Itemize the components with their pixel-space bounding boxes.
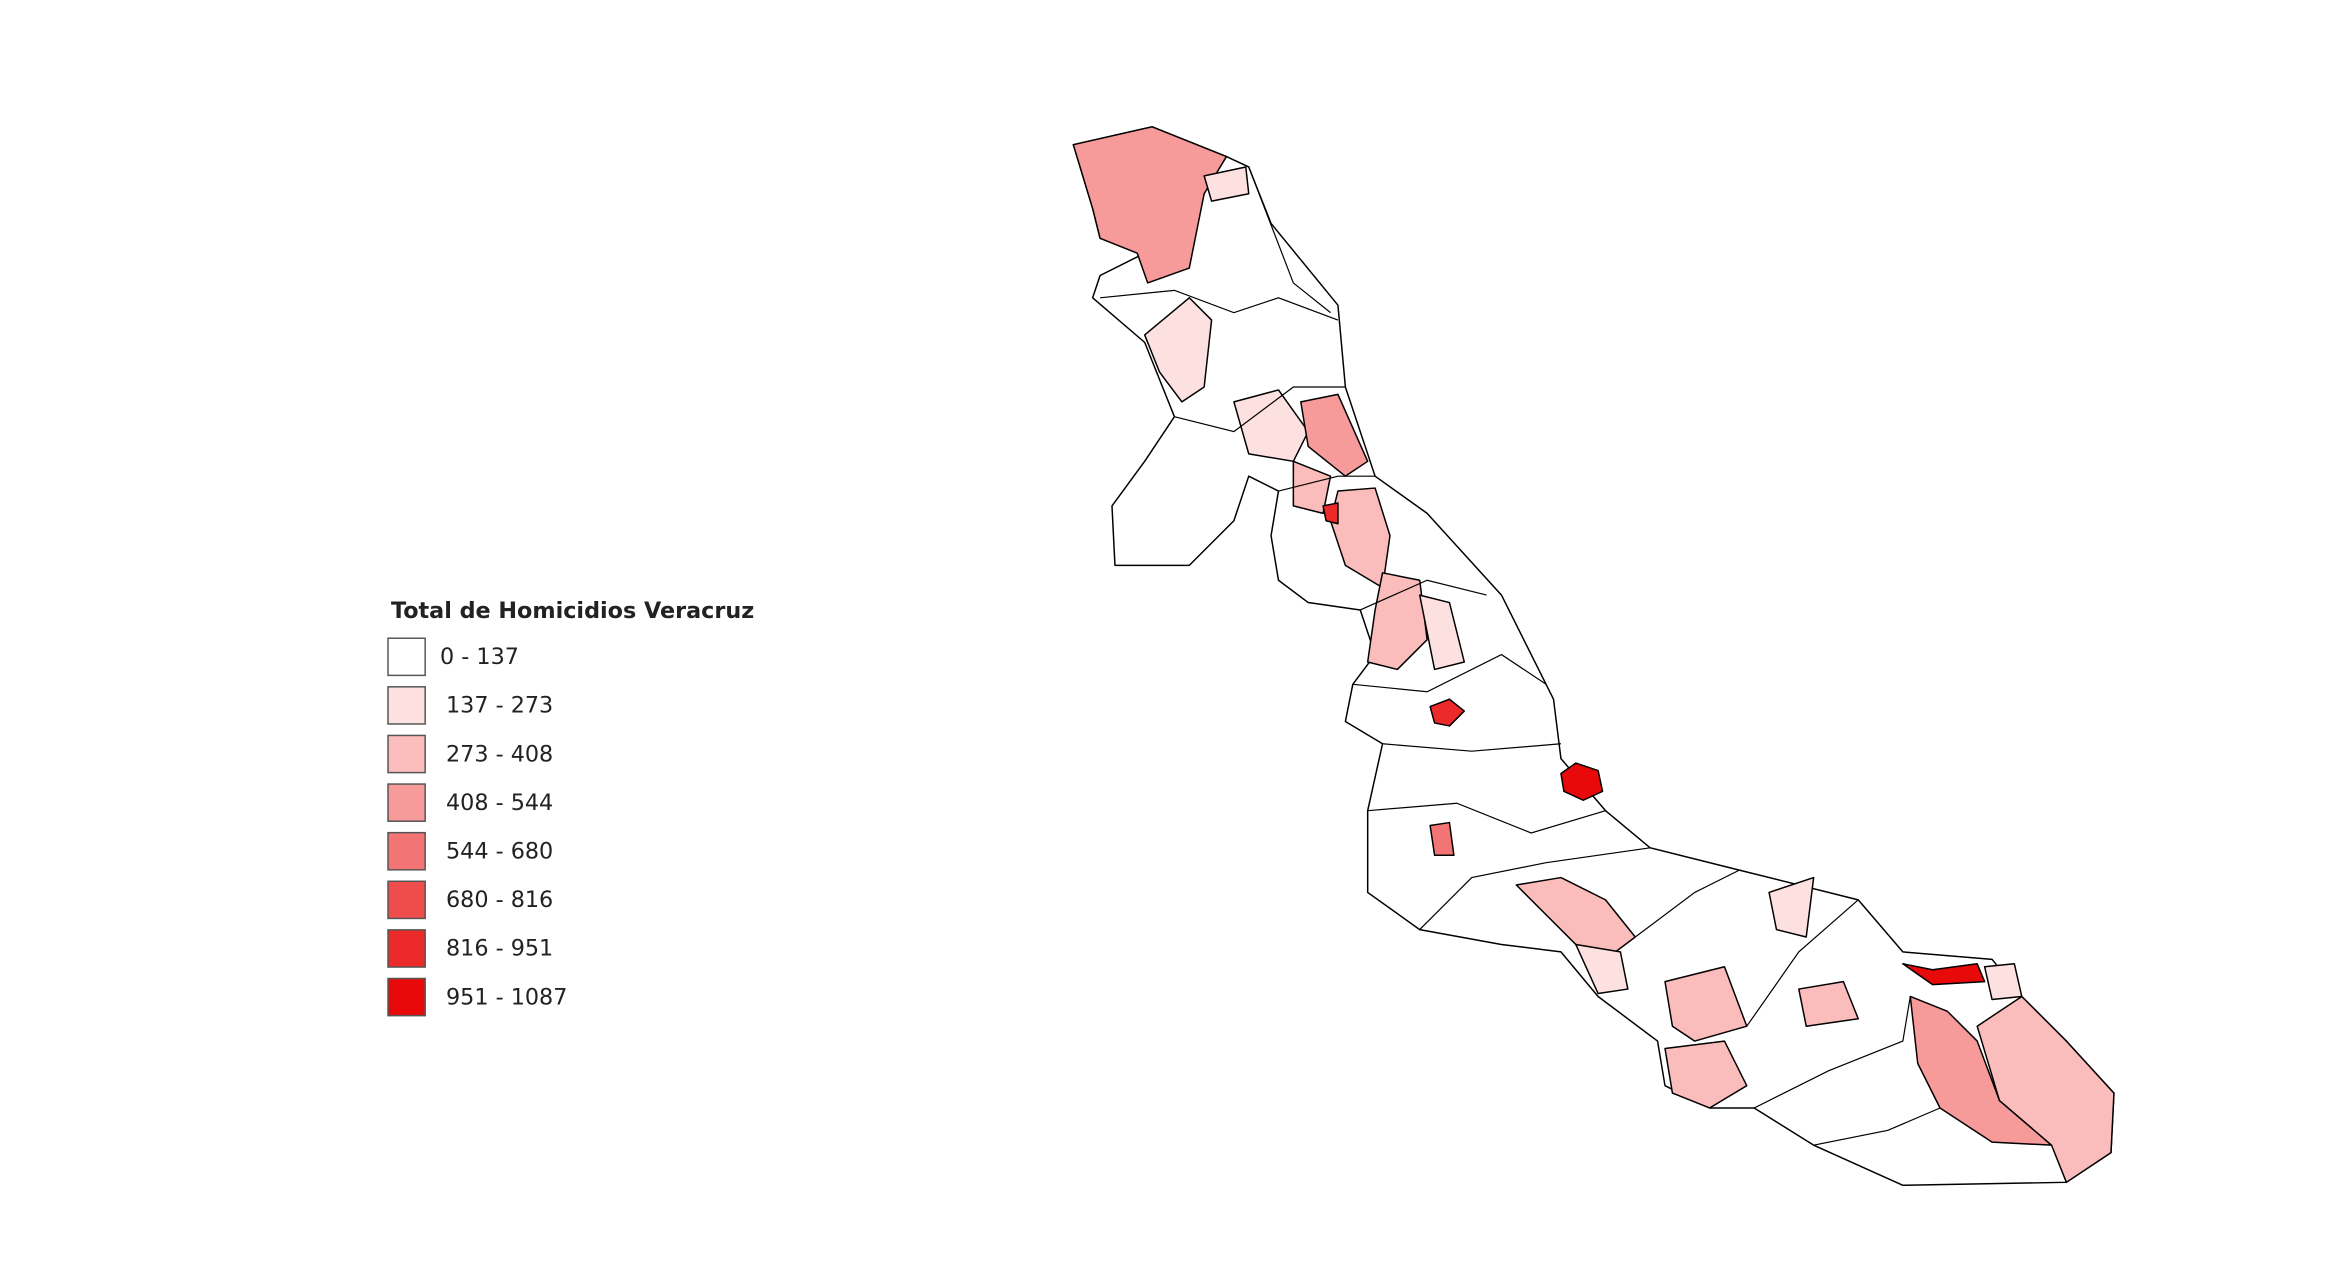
legend-swatch xyxy=(387,637,426,677)
legend-label: 0 - 137 xyxy=(440,644,519,670)
municipality xyxy=(1143,297,1213,403)
municipality xyxy=(1300,393,1369,477)
boundary xyxy=(1634,869,1740,938)
legend-title: Total de Homicidios Veracruz xyxy=(391,598,754,624)
legend-label: 680 - 816 xyxy=(446,887,553,913)
boundary xyxy=(1100,289,1339,321)
boundary xyxy=(1174,386,1346,433)
legend-label: 951 - 1087 xyxy=(446,984,567,1010)
municipality xyxy=(1983,963,2023,1001)
legend-label: 408 - 544 xyxy=(446,790,553,816)
state-outline xyxy=(1072,126,2115,1187)
boundary xyxy=(1278,475,1376,492)
boundary xyxy=(1248,166,1331,314)
boundary xyxy=(1813,1107,1941,1146)
legend-label: 137 - 273 xyxy=(446,693,553,719)
legend-swatch xyxy=(387,783,426,822)
legend-swatch xyxy=(387,977,426,1017)
legend: Total de Homicidios Veracruz 0 - 137 137 … xyxy=(387,598,754,1017)
municipality xyxy=(1292,460,1332,515)
legend-label: 816 - 951 xyxy=(446,936,553,962)
municipality xyxy=(1575,943,1629,995)
boundary xyxy=(1382,743,1561,752)
municipality xyxy=(1418,594,1466,671)
legend-label: 273 - 408 xyxy=(446,741,553,767)
municipality xyxy=(1902,963,1986,986)
legend-label: 544 - 680 xyxy=(446,838,553,864)
municipality xyxy=(1072,126,1228,284)
municipality xyxy=(1515,876,1637,961)
boundary xyxy=(1367,802,1606,834)
boundary xyxy=(1352,653,1547,693)
legend-swatch xyxy=(387,929,426,968)
municipality xyxy=(1976,995,2115,1184)
boundary xyxy=(1360,579,1487,611)
municipality xyxy=(1322,502,1339,525)
municipality xyxy=(1768,876,1815,938)
legend-swatch xyxy=(387,880,426,920)
municipality xyxy=(1664,966,1748,1042)
municipality xyxy=(1429,698,1466,727)
boundary xyxy=(1753,996,1911,1109)
boundary xyxy=(1419,847,1651,931)
municipality xyxy=(1664,1040,1748,1109)
legend-swatch xyxy=(387,686,426,725)
municipality xyxy=(1798,980,1860,1027)
municipality xyxy=(1203,166,1250,202)
municipality xyxy=(1429,821,1455,857)
state-map xyxy=(1072,126,2115,1187)
municipality xyxy=(1560,762,1604,801)
legend-swatch xyxy=(387,831,426,871)
legend-swatch xyxy=(387,734,426,774)
boundary xyxy=(1746,899,1859,1027)
municipality xyxy=(1366,572,1428,671)
municipality xyxy=(1233,389,1309,463)
